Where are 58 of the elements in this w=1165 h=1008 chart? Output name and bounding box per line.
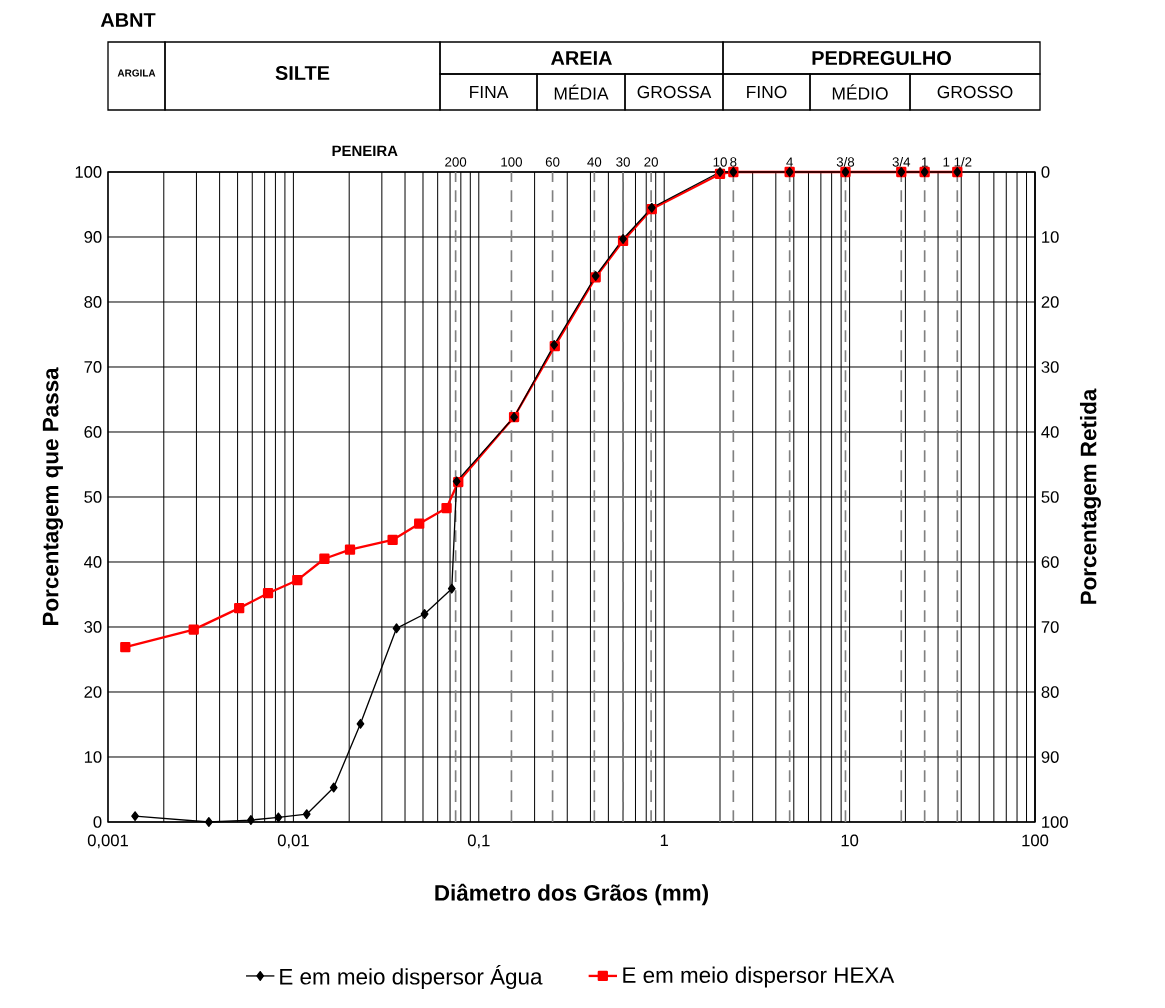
y2-tick-label: 50 [1041,491,1059,503]
y2-tick-label: 80 [1041,686,1059,698]
text: PENEIRA [332,145,398,156]
text: SILTE [275,65,330,81]
x-tick-label: 100 [1022,834,1049,847]
y2-tick-label: 90 [1041,751,1059,763]
y2-axis-title: Porcentagem Retida [1079,388,1101,604]
annotation: 20 [644,157,658,167]
y-tick-label: 0 [93,816,102,828]
text: ARGILA [117,69,156,77]
y-tick-label: 100 [75,166,102,178]
y2-tick-label: 30 [1041,361,1059,373]
text: FINA [470,86,509,98]
y-tick-label: 50 [84,491,102,503]
text: MÉDIO [832,84,888,100]
y2-tick-label: 100 [1042,816,1068,828]
y2-tick-label: 70 [1041,621,1059,633]
x-tick-label: 0,001 [87,834,128,849]
text: AREIA [551,51,612,65]
y-tick-label: 90 [84,231,102,243]
annotation: 1 [921,157,928,167]
y2-tick-label: 10 [1042,231,1059,243]
y-axis-title: Porcentagem que Passa [42,367,64,626]
text: GROSSA [637,85,712,99]
y2-tick-label: 60 [1041,556,1059,568]
x-tick-label: 1 [660,834,669,846]
annotation: 30 [616,157,630,167]
x-tick-label: 0,1 [467,834,490,849]
annotation: 40 [587,157,602,167]
y-tick-label: 30 [84,621,102,633]
text: FINO [747,85,787,99]
y-tick-label: 10 [84,751,102,763]
text: PEDREGULHO [812,50,951,66]
annotation: 3/4 [892,156,911,167]
y-tick-label: 20 [84,686,102,698]
y2-tick-label: 20 [1041,296,1059,308]
annotation: 1 1/2 [943,156,972,167]
annotation: 4 [786,157,793,167]
annotation: 60 [545,157,560,167]
text: MÉDIA [554,84,609,100]
legend-label: E em meio dispersor HEXA [623,966,895,988]
y-tick-label: 60 [84,426,102,438]
annotation: 10 [713,157,727,167]
y-tick-label: 80 [84,296,102,308]
x-tick-label: 0,01 [277,834,309,849]
annotation: 200 [445,157,467,167]
text: GROSSO [937,85,1013,99]
annotation: 3/8 [836,156,855,167]
annotation: 8 [730,157,737,167]
x-axis-title: Diâmetro dos Grãos (mm) [435,883,708,906]
legend-label: E em meio dispersor Água [280,964,543,990]
x-tick-label: 10 [841,834,859,847]
text: ABNT [100,13,156,27]
y-tick-label: 40 [84,556,102,568]
annotation: 100 [501,157,523,167]
y2-tick-label: 40 [1041,426,1059,438]
y2-tick-label: 0 [1041,166,1050,178]
y-tick-label: 70 [84,361,102,373]
